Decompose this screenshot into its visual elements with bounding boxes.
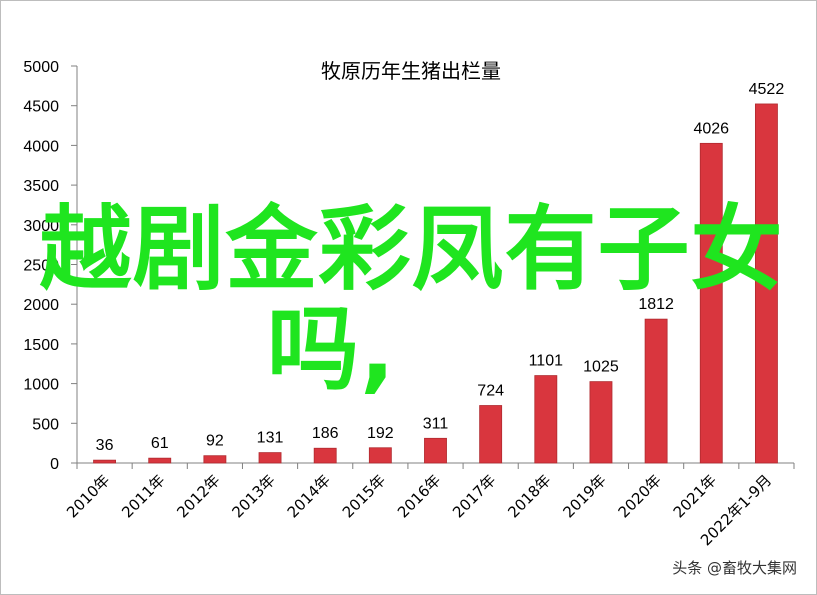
data-label: 192 — [367, 425, 394, 442]
data-label: 186 — [312, 425, 339, 442]
y-tick-label: 3000 — [23, 218, 59, 235]
bar — [589, 381, 613, 464]
bar — [148, 457, 172, 464]
y-tick-label: 2500 — [23, 258, 59, 275]
x-axis: 2010年 2011年 2012年 2013年 2014年 2015年 2016年 2017年… — [63, 462, 795, 549]
y-tick-label: 4000 — [23, 138, 59, 155]
y-tick-label: 0 — [50, 456, 59, 473]
data-label: 36 — [96, 437, 114, 454]
bar — [754, 103, 778, 464]
x-tick-label: 2017年 — [449, 471, 499, 521]
x-tick-label: 2014年 — [284, 471, 334, 521]
watermark: 头条 @畜牧大集网 — [668, 556, 801, 579]
x-tick-label: 2016年 — [394, 471, 444, 521]
y-tick-label: 1500 — [23, 337, 59, 354]
x-tick-label: 2012年 — [173, 471, 223, 521]
x-tick-label: 2020年 — [615, 471, 665, 521]
data-label: 4026 — [693, 120, 729, 137]
chart-title: 牧原历年生猪出栏量 — [321, 59, 501, 83]
data-labels: 36 61 92 131 186 192 311 724 1101 1025 1812 4026 452… — [96, 81, 785, 454]
y-tick-label: 2000 — [23, 297, 59, 314]
x-tick-label: 2019年 — [559, 471, 609, 521]
data-label: 61 — [151, 435, 169, 452]
data-label: 1025 — [583, 359, 619, 376]
data-label: 1101 — [529, 353, 564, 370]
x-tick-label: 2021年 — [670, 471, 720, 521]
x-tick-label: 2010年 — [63, 471, 113, 521]
data-label: 131 — [257, 430, 284, 447]
bars — [93, 103, 778, 464]
x-tick-label: 2018年 — [504, 471, 554, 521]
bar — [479, 405, 503, 464]
data-label: 311 — [423, 415, 449, 432]
x-tick-label: 2011年 — [118, 471, 168, 521]
data-label: 724 — [477, 383, 504, 400]
data-label: 92 — [206, 433, 224, 450]
data-label: 1812 — [638, 296, 674, 313]
y-tick-label: 5000 — [23, 59, 59, 76]
bar — [424, 437, 447, 464]
bar — [699, 142, 723, 464]
data-label: 4522 — [749, 81, 785, 98]
bar — [534, 375, 558, 464]
x-tick-label: 2015年 — [339, 471, 389, 521]
y-tick-label: 1000 — [23, 377, 59, 394]
y-tick-label: 3500 — [23, 178, 59, 195]
y-axis: 0 500 1000 1500 2000 2500 3000 3500 4000 4500 5000 — [23, 59, 78, 473]
bar — [313, 447, 337, 464]
y-tick-label: 4500 — [23, 99, 59, 116]
bar — [93, 459, 117, 464]
y-tick-label: 500 — [32, 416, 59, 433]
bar — [644, 318, 668, 464]
bar — [203, 455, 227, 464]
bar — [258, 452, 282, 464]
x-tick-label: 2013年 — [229, 471, 279, 521]
bar — [368, 447, 392, 464]
